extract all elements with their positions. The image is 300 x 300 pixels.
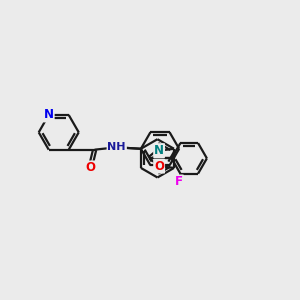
Text: O: O <box>154 160 164 172</box>
Text: F: F <box>175 176 183 188</box>
Text: NH: NH <box>107 142 126 152</box>
Text: O: O <box>85 161 95 174</box>
Text: N: N <box>154 144 164 157</box>
Text: N: N <box>44 109 54 122</box>
